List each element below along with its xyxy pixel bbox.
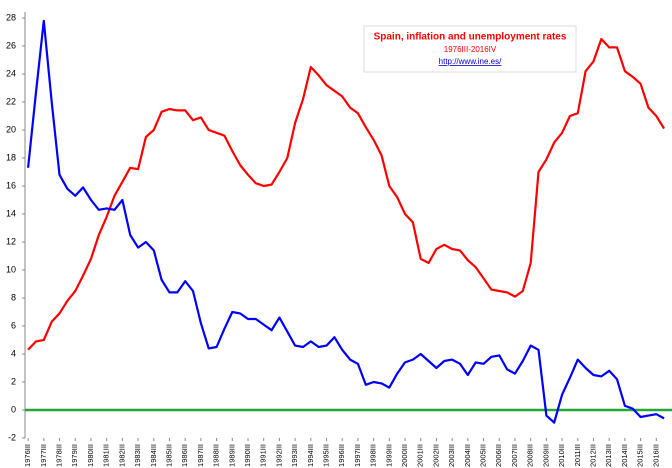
x-tick-label: 2016III xyxy=(651,444,660,467)
y-tick-label: 12 xyxy=(6,236,16,246)
y-tick-label: 24 xyxy=(6,68,16,78)
x-tick-label: 1986III xyxy=(180,444,189,467)
x-tick-label: 1985III xyxy=(164,444,173,467)
x-tick-label: 1999III xyxy=(384,444,393,467)
x-tick-label: 1982III xyxy=(117,444,126,467)
x-tick-label: 2012III xyxy=(588,444,597,467)
chart-title: Spain, inflation and unemployment rates xyxy=(374,32,567,43)
x-tick-label: 1987III xyxy=(196,444,205,467)
source-link[interactable]: http://www.ine.es/ xyxy=(439,57,502,66)
x-tick-label: 1996III xyxy=(337,444,346,467)
x-tick-label: 2008III xyxy=(526,444,535,467)
x-tick-label: 2005III xyxy=(479,444,488,467)
y-tick-label: 4 xyxy=(11,348,16,358)
y-tick-label: 8 xyxy=(11,292,16,302)
x-tick-label: 1988III xyxy=(212,444,221,467)
x-tick-label: 1995III xyxy=(321,444,330,467)
x-tick-label: 1997III xyxy=(353,444,362,467)
x-tick-label: 2011III xyxy=(573,444,582,466)
x-tick-label: 2003III xyxy=(447,444,456,467)
x-tick-label: 2006III xyxy=(494,444,503,467)
x-tick-label: 1998III xyxy=(369,444,378,467)
x-tick-label: 2015III xyxy=(636,444,645,467)
y-tick-label: 18 xyxy=(6,152,16,162)
y-tick-label: 16 xyxy=(6,180,16,190)
x-tick-label: 2004III xyxy=(463,444,472,467)
y-tick-label: 20 xyxy=(6,124,16,134)
y-tick-label: 26 xyxy=(6,40,16,50)
series-line xyxy=(27,37,666,351)
x-tick-label: 1976III xyxy=(23,444,32,467)
x-tick-label: 1993III xyxy=(290,444,299,467)
x-tick-label: 1990III xyxy=(243,444,252,467)
x-tick-label: 2002III xyxy=(431,444,440,467)
y-tick-label: 28 xyxy=(6,12,16,22)
chart-subtitle: 1976III-2016IV xyxy=(444,45,497,54)
x-tick-label: 1979III xyxy=(70,444,79,467)
x-tick-label: 1980III xyxy=(86,444,95,467)
x-tick-label: 2009III xyxy=(541,444,550,467)
x-tick-label: 1991III xyxy=(259,444,268,467)
x-tick-label: 2001III xyxy=(416,444,425,467)
x-tick-label: 2000III xyxy=(400,444,409,467)
y-tick-label: -2 xyxy=(8,432,16,442)
y-tick-label: 2 xyxy=(11,376,16,386)
x-tick-label: 2010III xyxy=(557,444,566,467)
x-tick-label: 1983III xyxy=(133,444,142,467)
y-tick-label: 14 xyxy=(6,208,16,218)
x-tick-label: 1978III xyxy=(55,444,64,467)
x-tick-label: 2007III xyxy=(510,444,519,467)
x-tick-label: 2014III xyxy=(620,444,629,467)
title-box xyxy=(363,25,577,73)
x-tick-label: 1994III xyxy=(306,444,315,467)
x-tick-label: 2013III xyxy=(604,444,613,467)
x-tick-label: 1984III xyxy=(149,444,158,467)
x-tick-label: 1992III xyxy=(274,444,283,467)
x-tick-label: 1977III xyxy=(39,444,48,467)
y-tick-label: 0 xyxy=(11,404,16,414)
series-line xyxy=(27,19,665,424)
x-tick-label: 1989III xyxy=(227,444,236,467)
x-tick-label: 1981III xyxy=(102,444,111,467)
y-tick-label: 6 xyxy=(11,320,16,330)
y-tick-label: 10 xyxy=(6,264,16,274)
y-tick-label: 22 xyxy=(6,96,16,106)
